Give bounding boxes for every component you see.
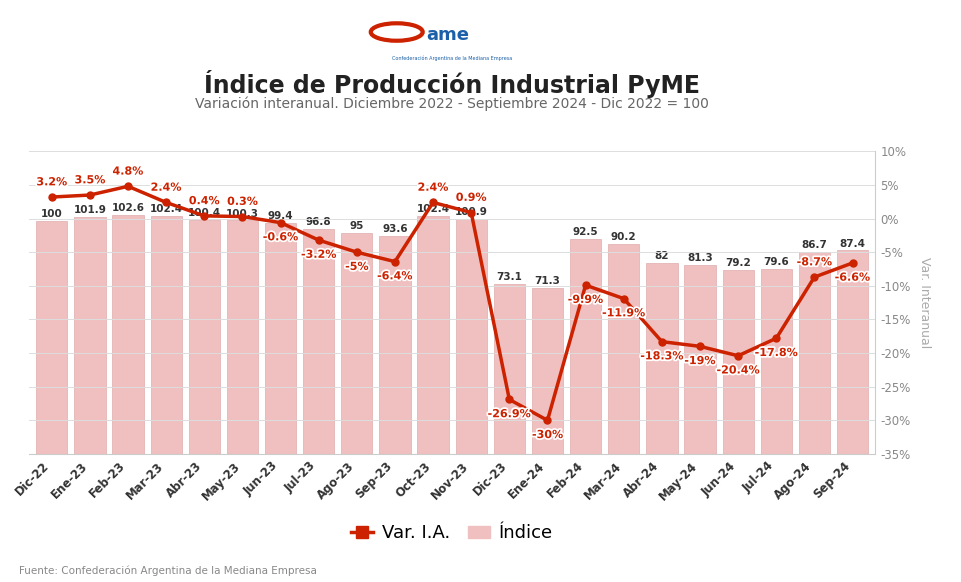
Text: Confederación Argentina de la Mediana Empresa: Confederación Argentina de la Mediana Em… — [392, 55, 511, 61]
Bar — [456, 219, 486, 454]
Text: -26.9%: -26.9% — [487, 409, 530, 419]
Text: ame: ame — [426, 26, 469, 44]
Text: 90.2: 90.2 — [610, 232, 636, 242]
Text: -20.4%: -20.4% — [716, 365, 759, 375]
Bar — [493, 284, 525, 454]
Text: 0.9%: 0.9% — [456, 193, 486, 203]
Text: 0.4%: 0.4% — [188, 196, 219, 206]
Bar — [607, 244, 639, 454]
Text: 87.4: 87.4 — [839, 239, 865, 249]
Text: -17.8%: -17.8% — [753, 348, 797, 358]
Text: 102.4: 102.4 — [416, 204, 449, 214]
Bar — [303, 229, 334, 454]
Bar — [798, 252, 829, 454]
Text: 79.6: 79.6 — [763, 257, 788, 267]
Bar — [150, 215, 182, 454]
Legend: Var. I.A., Índice: Var. I.A., Índice — [344, 517, 559, 549]
Bar — [341, 233, 372, 454]
Bar — [569, 239, 601, 454]
Text: -6.4%: -6.4% — [377, 271, 412, 281]
Text: 100: 100 — [40, 210, 62, 219]
Text: -5%: -5% — [345, 262, 368, 272]
Bar — [264, 222, 296, 454]
Text: -6.6%: -6.6% — [834, 273, 870, 283]
Text: 3.2%: 3.2% — [37, 178, 67, 187]
Text: 101.9: 101.9 — [73, 205, 107, 215]
Text: 100.9: 100.9 — [455, 207, 487, 217]
Text: 4.8%: 4.8% — [112, 166, 143, 176]
Text: Índice de Producción Industrial PyME: Índice de Producción Industrial PyME — [204, 70, 700, 98]
Text: -3.2%: -3.2% — [301, 250, 336, 260]
Text: -0.6%: -0.6% — [262, 232, 298, 242]
Text: 2.4%: 2.4% — [151, 183, 182, 193]
Bar — [646, 263, 677, 454]
Bar — [417, 215, 448, 454]
Text: 95: 95 — [349, 221, 363, 231]
Text: 3.5%: 3.5% — [75, 175, 105, 185]
Bar — [188, 220, 220, 454]
Bar — [37, 221, 67, 454]
Text: Variación interanual. Diciembre 2022 - Septiembre 2024 - Dic 2022 = 100: Variación interanual. Diciembre 2022 - S… — [195, 97, 708, 111]
Bar — [760, 269, 791, 454]
Bar — [227, 221, 258, 454]
Text: -9.9%: -9.9% — [567, 295, 603, 305]
Text: -30%: -30% — [531, 430, 562, 440]
Text: 73.1: 73.1 — [496, 272, 522, 282]
Text: 92.5: 92.5 — [572, 227, 598, 237]
Bar — [379, 236, 410, 454]
Text: 71.3: 71.3 — [534, 276, 560, 286]
Text: 81.3: 81.3 — [686, 253, 712, 263]
Text: 82: 82 — [653, 251, 669, 261]
Text: 100.3: 100.3 — [226, 208, 259, 219]
Text: -8.7%: -8.7% — [796, 257, 831, 267]
Text: -18.3%: -18.3% — [640, 352, 682, 361]
Bar — [836, 250, 867, 454]
Text: 100.4: 100.4 — [187, 208, 221, 218]
Bar — [112, 215, 143, 454]
Text: 99.4: 99.4 — [267, 211, 293, 221]
Bar — [722, 269, 753, 454]
Text: 2.4%: 2.4% — [417, 183, 448, 193]
Bar — [74, 217, 106, 454]
Text: 102.4: 102.4 — [149, 204, 183, 214]
Text: 86.7: 86.7 — [801, 240, 826, 250]
Bar — [531, 288, 562, 454]
Text: 79.2: 79.2 — [725, 258, 751, 268]
Text: 102.6: 102.6 — [111, 203, 144, 213]
Text: 0.3%: 0.3% — [227, 197, 258, 207]
Text: -11.9%: -11.9% — [602, 308, 645, 318]
Text: Fuente: Confederación Argentina de la Mediana Empresa: Fuente: Confederación Argentina de la Me… — [19, 566, 317, 576]
Y-axis label: Var. Interanual: Var. Interanual — [918, 257, 930, 348]
Text: -19%: -19% — [683, 356, 715, 366]
Text: 93.6: 93.6 — [382, 224, 407, 234]
Text: 96.8: 96.8 — [306, 217, 332, 227]
Bar — [683, 265, 715, 454]
